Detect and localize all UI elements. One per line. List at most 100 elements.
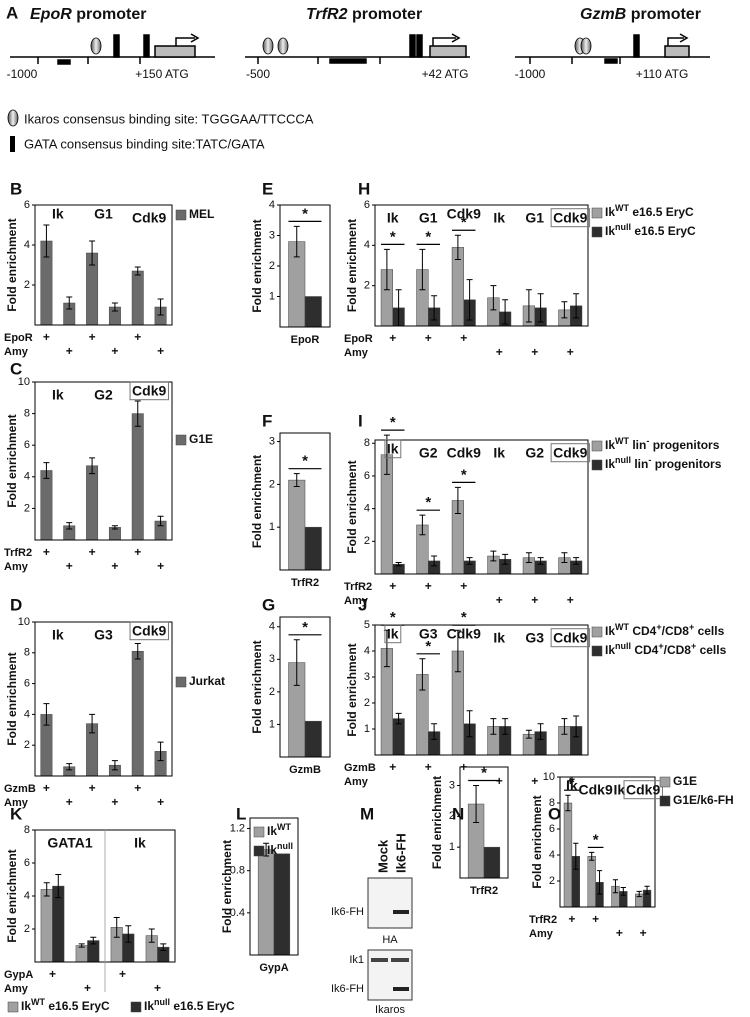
plot-frame [374,439,589,575]
y-tick-label: 8 [24,824,30,836]
error-bar [395,712,402,725]
band [391,958,409,962]
error-bar [565,794,571,812]
bar [131,413,144,541]
panel-a: A EpoR promoter TrfR2 promoter GzmB prom… [6,3,710,152]
error-bar [537,293,544,323]
error-bar [293,639,300,686]
start-label: -500 [246,67,270,81]
error-bar [454,486,461,515]
error-bar [89,457,96,475]
group-label: G3 [94,627,113,643]
group-label: Cdk9 [132,210,166,226]
error-bar [502,553,509,565]
error-bar [644,885,650,895]
y-tick-label: 8 [549,797,555,809]
row-mark: + [496,345,503,359]
legend-swatch [591,440,603,452]
y-axis-label: Fold enrichment [5,652,19,745]
row-mark: + [43,330,50,344]
legend-label: Iknull [267,841,293,857]
legend-swatch [591,626,603,638]
y-tick-label: 3 [269,653,275,665]
row-mark: + [89,545,96,559]
label: promoter [76,6,146,23]
error-bar [134,266,141,276]
error-bar [148,928,155,943]
bar [483,846,501,879]
y-tick-label: 4 [364,503,370,515]
group-label: Ik [566,778,578,794]
gene: TrfR2 [306,6,348,23]
error-bar [490,550,497,562]
y-tick-label: 2 [449,810,455,822]
y-tick-label: 2 [24,502,30,514]
y-tick-label: 1 [269,718,275,730]
y-axis-label: Fold enrichment [345,643,359,736]
bar [40,470,53,541]
error-bar [466,557,473,565]
significance-label: * [593,831,599,848]
group-label: G1 [94,206,113,222]
row-mark: + [157,344,164,358]
plot-frame [279,204,331,328]
legend-swatch [591,207,603,219]
error-bar [383,434,390,475]
group-label-box [384,439,402,459]
group-label: Ik [387,441,399,457]
error-bar [157,741,164,762]
y-tick-label: 3 [269,435,275,447]
row-label: GypA [4,969,33,981]
group-label-box [550,628,591,648]
y-axis-label: Fold enrichment [345,219,359,312]
group-label: Ik [493,210,505,226]
plot-frame [249,817,299,956]
y-tick-label: 6 [364,470,370,482]
row-mark: + [389,760,396,774]
legend-text: Ik [605,224,615,238]
y-tick-label: 2 [364,280,370,292]
error-bar [90,936,97,945]
group-label: Cdk9 [132,623,166,639]
legend-superscript: + [656,622,661,632]
row-mark: + [119,967,126,981]
band-label: Ik6-FH [331,983,364,995]
group-label: Ik [134,835,146,851]
legend-label: G1E [189,432,213,446]
start-label: -1000 [7,67,38,81]
error-bar [113,916,120,938]
y-tick-label: 10 [543,771,555,783]
panel-letter: F [262,411,272,430]
error-bar [466,279,473,321]
bar [304,526,322,571]
legend-text: Ik [605,643,615,657]
row-label: EpoR [344,333,373,345]
lane-label: Mock [375,839,390,873]
error-bar [431,723,438,740]
error-bar [537,723,544,740]
group-label: G1 [419,210,438,226]
error-bar [490,718,497,735]
error-bar [490,285,497,311]
panel-letter: M [360,804,374,823]
error-bar [160,943,167,951]
bar [257,849,275,956]
legend-label: MEL [189,207,214,221]
legend-text: Ik [605,438,615,452]
significance-label: * [302,619,308,636]
error-bar [636,890,642,898]
error-bar [66,763,73,771]
significance-label: * [425,228,431,245]
legend-label: Iknull CD4+/CD8+ cells [605,641,727,657]
y-tick-label: 4 [549,849,555,861]
legend-text: Ik [605,624,615,638]
row-mark: + [568,912,575,926]
legend-text: CD4 [629,624,657,638]
bar [304,720,322,758]
panel-letter: D [10,595,22,614]
panel-m: M Mock Ik6-FH Ik6-FH HA Ik1 Ik6-FH Ikaro… [331,804,413,1016]
group-label-box [623,780,663,800]
error-bar [89,240,96,266]
legend-text: Ik [267,843,277,857]
